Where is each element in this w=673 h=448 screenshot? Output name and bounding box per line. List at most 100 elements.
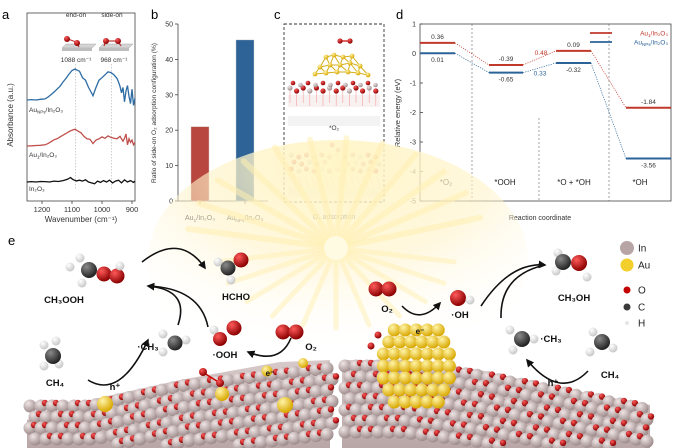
- energy-series: 0.36 -0.39 0.09 -1.84 0.48 0.01 -0.65 -0.32 -3.5…: [420, 34, 671, 170]
- au-atom: [337, 62, 343, 68]
- au-atom: [404, 335, 418, 349]
- in-atom: [530, 434, 544, 448]
- o-atom: [482, 424, 490, 431]
- o-atom: [199, 368, 207, 376]
- in-atom: [360, 381, 374, 395]
- h-atom: [226, 275, 236, 285]
- end-on-label: end-on: [66, 12, 87, 19]
- h-atom: [65, 262, 75, 272]
- in-atom: [182, 434, 196, 448]
- in-atom: [325, 394, 339, 408]
- in-atom: [281, 422, 295, 436]
- in-atom: [470, 434, 484, 448]
- au-single-atom: [261, 365, 273, 377]
- au-atom: [398, 359, 412, 373]
- energy-value-label: 0.36: [431, 34, 444, 41]
- o-atom: [96, 266, 112, 282]
- au-single-atom: [97, 396, 113, 412]
- atom: [333, 88, 339, 94]
- connector: [590, 50, 627, 108]
- in-atom: [343, 392, 357, 406]
- in-atom: [56, 399, 70, 413]
- y-ticks: 0 10 20 30 40 50: [165, 22, 178, 206]
- o-atom: [327, 384, 335, 391]
- o-atom: [332, 417, 340, 424]
- sun-ray: [333, 151, 419, 251]
- x-tick-label: 1200: [34, 205, 51, 214]
- sun-ray: [333, 214, 484, 251]
- in-atom: [459, 389, 473, 403]
- sun-ray: [306, 136, 339, 251]
- connector: [590, 62, 627, 159]
- legend-label: AuNPs/In₂O₃: [634, 40, 668, 48]
- au-atom: [376, 359, 390, 373]
- au-cluster-structure: [287, 38, 380, 126]
- energy-value-label: -3.56: [641, 163, 656, 170]
- atom: [350, 80, 356, 86]
- y-tick-label: 50: [165, 22, 173, 29]
- in-atom: [398, 414, 412, 428]
- panel-a-ir-spectra: a Absorbance (a.u.) Wavenumber (cm⁻¹) 12…: [2, 7, 138, 224]
- x-tick-label: 1000: [94, 205, 111, 214]
- label-ch3-left: ·CH₃: [137, 342, 158, 353]
- y-tick-label: 10: [165, 163, 173, 170]
- in-atom: [442, 397, 456, 411]
- panel-e-mechanism: e: [8, 135, 655, 448]
- sun-ray: [300, 245, 339, 328]
- au-atom: [349, 53, 355, 59]
- side-on-label: side-on: [101, 12, 123, 19]
- h-atom: [529, 334, 539, 344]
- sun-ray: [333, 245, 457, 265]
- o-atom-icon: [74, 40, 80, 46]
- y-tick-label: -2: [410, 110, 416, 117]
- au-atom: [393, 383, 407, 397]
- sun-rays: [185, 135, 484, 331]
- au-atom: [431, 359, 445, 373]
- au-atom: [420, 395, 434, 409]
- sun-ray: [333, 245, 447, 286]
- atom: [320, 80, 326, 86]
- y-tick-label: 0: [412, 51, 416, 58]
- label-hplus-right: h⁺: [548, 378, 559, 389]
- atom: [328, 82, 333, 88]
- in-atom: [453, 377, 467, 391]
- label-electron-left: e⁻: [266, 369, 275, 378]
- spectrum-line: [26, 68, 136, 106]
- h-atom: [585, 347, 595, 357]
- spectrum-line: [26, 128, 136, 147]
- label-ch3ooh: CH₃OOH: [44, 295, 84, 306]
- in-atom: [354, 370, 368, 384]
- arrow-ch4-to-ch3: [87, 338, 149, 386]
- atom: [346, 88, 352, 94]
- in-atom: [320, 361, 334, 375]
- au-atom: [382, 383, 396, 397]
- o-atom: [642, 424, 650, 431]
- energy-value-label: 0.01: [431, 57, 444, 64]
- atom: [366, 85, 372, 91]
- panel-label-a: a: [2, 7, 10, 22]
- legend-atom-swatch: [620, 241, 634, 255]
- c-atom: [514, 331, 530, 347]
- legend-atom-label: In: [638, 244, 646, 255]
- in-atom: [448, 410, 462, 424]
- o-atom: [647, 413, 655, 420]
- o-atom: [482, 380, 490, 387]
- o-atom: [559, 439, 567, 446]
- in-atom: [552, 395, 566, 409]
- sun-ray: [214, 177, 339, 251]
- sun-ray: [333, 245, 428, 305]
- panel-d-energy-diagram: d Relative energy (eV) Reaction coordina…: [393, 7, 672, 222]
- h-atom: [181, 335, 191, 345]
- x-axis-label: Reaction coordinate: [509, 215, 571, 222]
- legend-atom-swatch: [623, 303, 631, 311]
- arrow-ooh-to-ch3ooh: [147, 285, 209, 328]
- in-atom: [226, 406, 240, 420]
- h-atom: [551, 266, 561, 276]
- h-atom: [39, 340, 49, 350]
- o2-atom: [347, 38, 353, 44]
- in-atom: [193, 410, 207, 424]
- x-ticks: 1200 1100 1000 900: [34, 201, 138, 214]
- au-atom: [420, 323, 434, 337]
- au-atom: [426, 383, 440, 397]
- o-atom: [450, 290, 466, 306]
